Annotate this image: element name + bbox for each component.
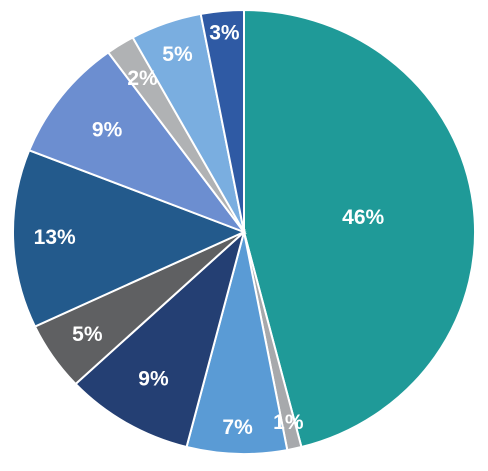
pie-slice-6 xyxy=(12,148,247,328)
pie-slice-7 xyxy=(27,51,247,235)
pie-slice-label-1: 46% xyxy=(342,206,384,229)
pie-slice-1 xyxy=(243,8,477,449)
pie-slice-label-5: 5% xyxy=(72,323,103,346)
pie-slice-label-4: 9% xyxy=(138,368,169,391)
pie-slice-label-10: 3% xyxy=(209,22,240,45)
pie-slice-10 xyxy=(199,8,245,233)
pie-slice-label-9: 5% xyxy=(162,43,193,66)
pie-slice-label-8: 2% xyxy=(127,67,158,90)
pie-slice-label-6: 13% xyxy=(34,226,76,249)
pie-slice-label-7: 9% xyxy=(92,118,123,141)
pie-slice-3 xyxy=(185,231,289,455)
pie-slice-label-2: 1% xyxy=(273,411,304,434)
pie-slice-label-3: 7% xyxy=(222,416,253,439)
pie-slice-4 xyxy=(74,228,246,449)
